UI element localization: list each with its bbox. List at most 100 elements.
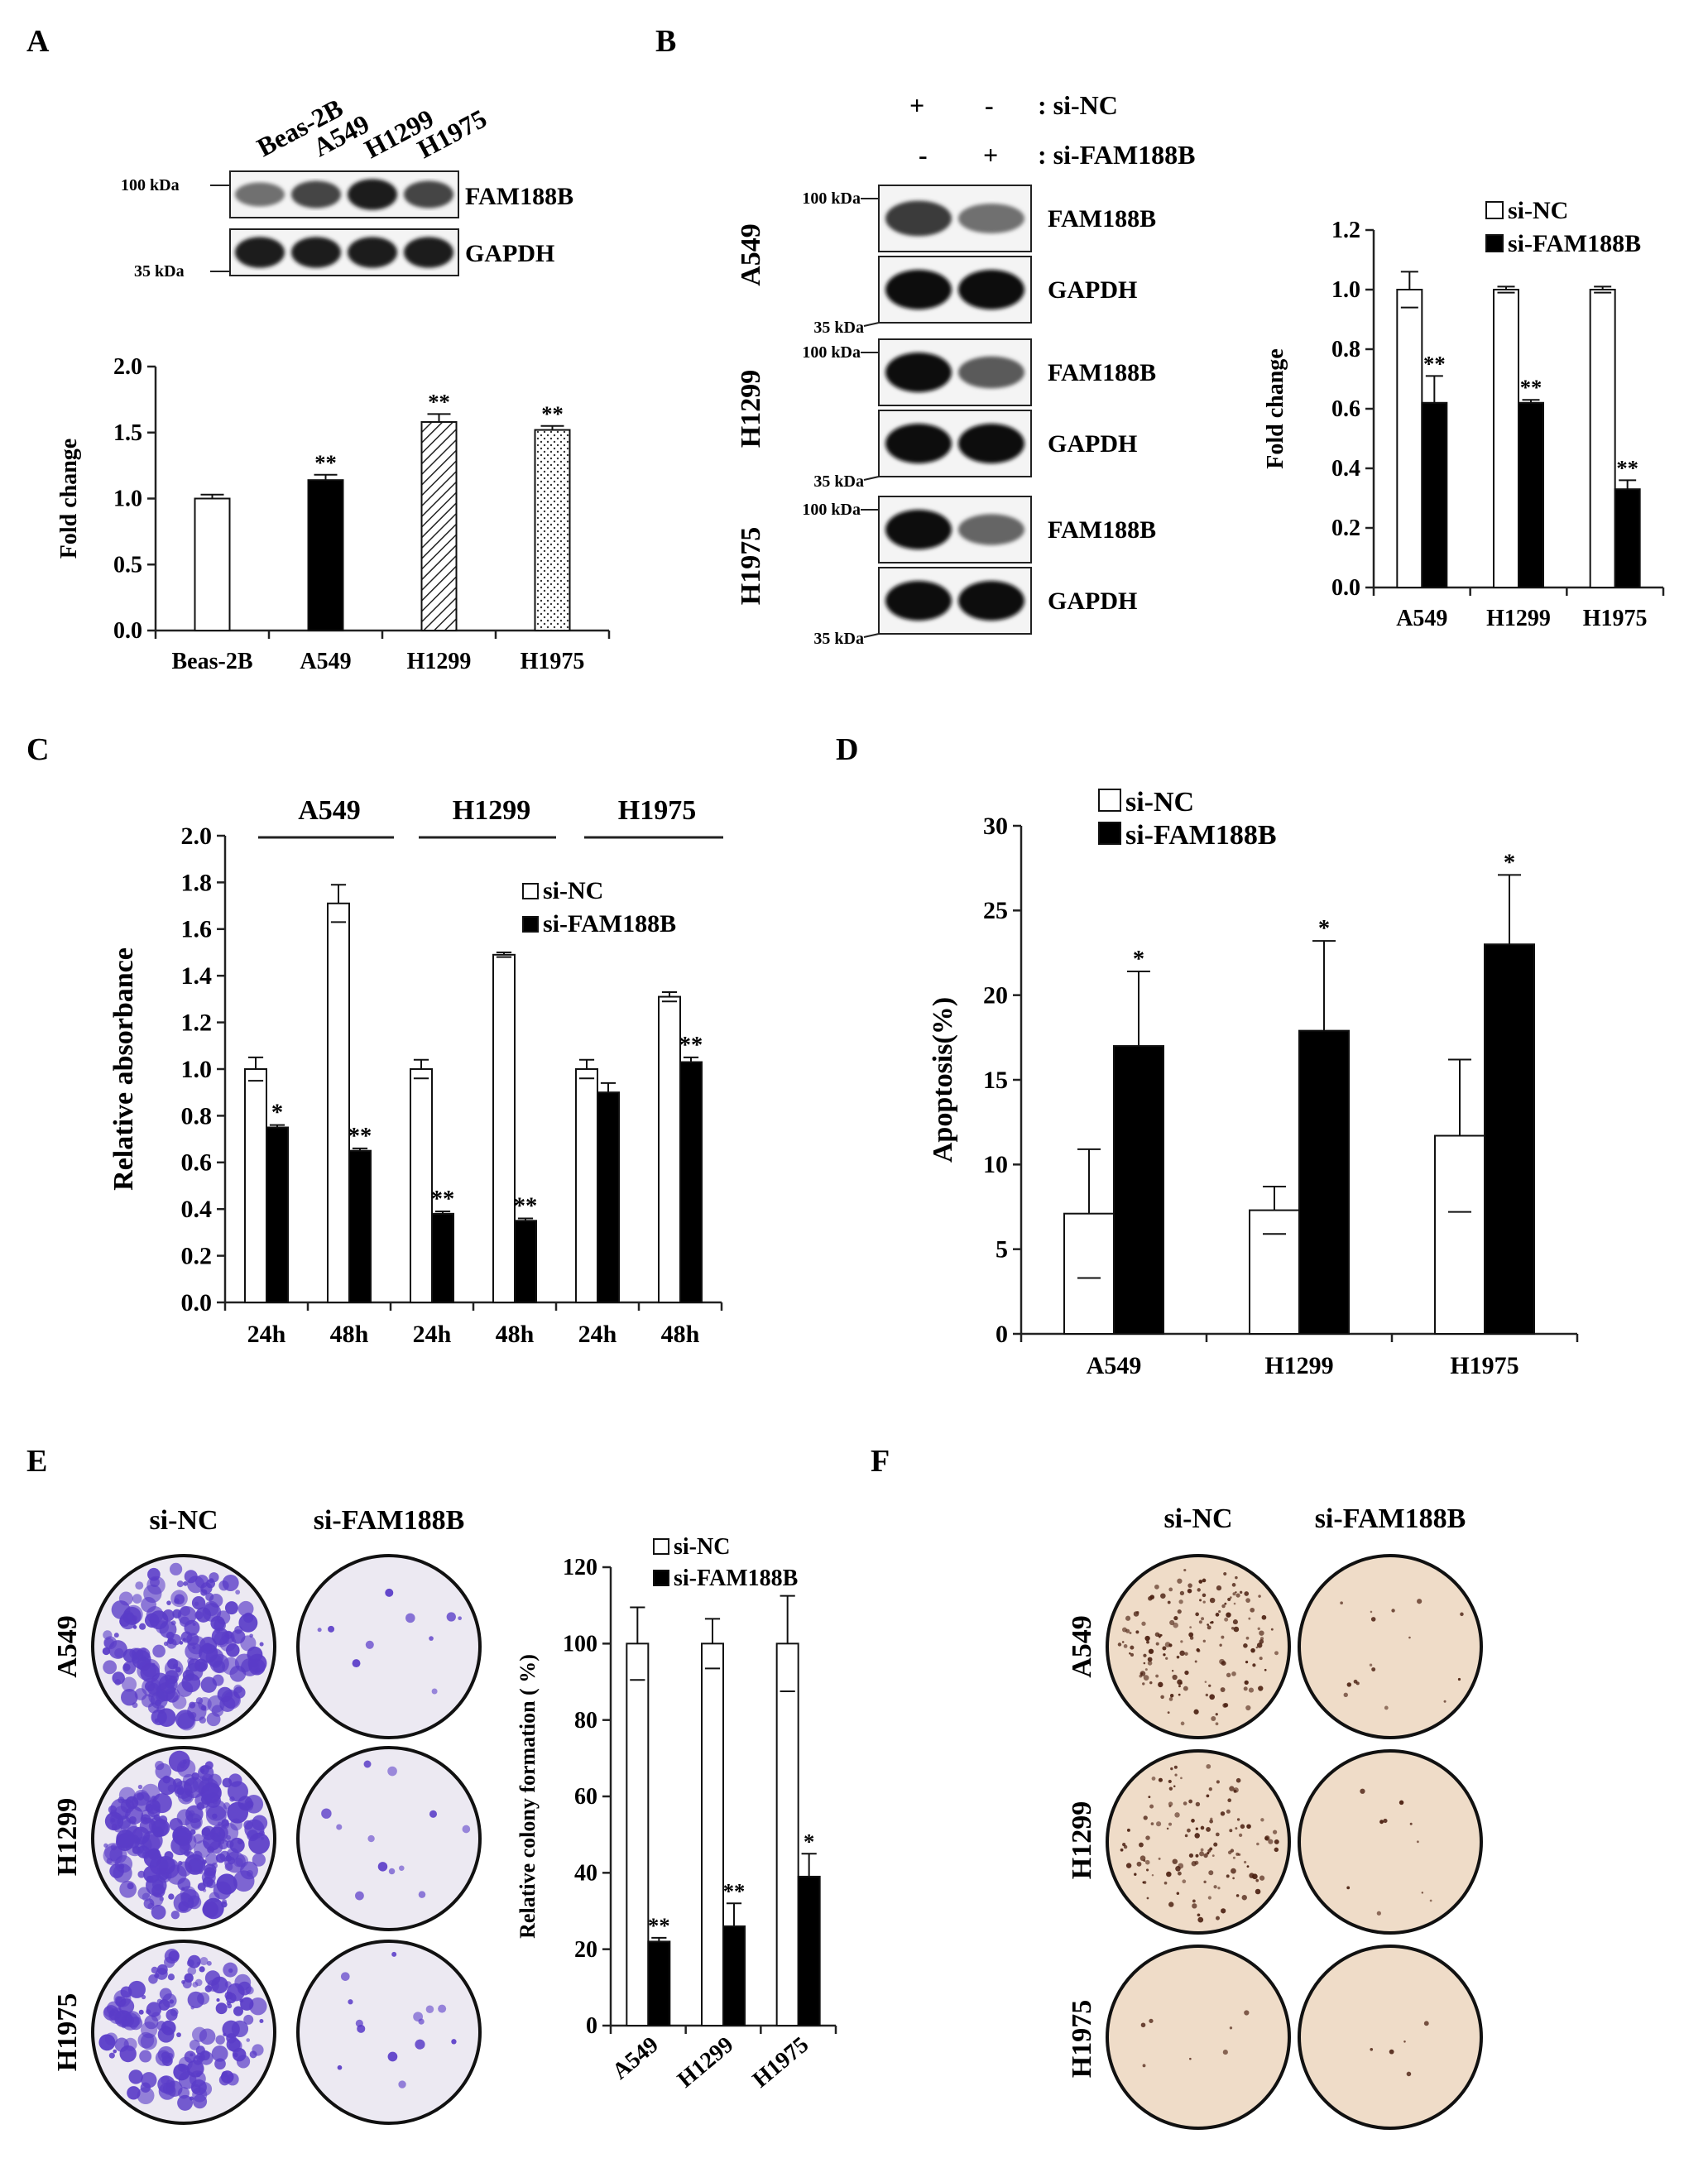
colony xyxy=(1197,1916,1204,1923)
colony xyxy=(226,1848,239,1861)
colony xyxy=(321,1808,332,1819)
colony xyxy=(1252,1663,1256,1667)
colony xyxy=(1179,1650,1185,1657)
colony xyxy=(1188,1799,1193,1804)
colony xyxy=(1139,1671,1146,1676)
bar xyxy=(701,1642,724,2027)
colony xyxy=(1150,1822,1154,1825)
significance-label: ** xyxy=(648,1913,670,1938)
colony xyxy=(156,1998,163,2005)
colony xyxy=(1244,2010,1250,2016)
colony xyxy=(1259,1657,1263,1661)
x-tick-label: 48h xyxy=(661,1321,700,1348)
colony xyxy=(108,2052,115,2059)
colony xyxy=(1202,1593,1207,1598)
colony xyxy=(1239,1590,1243,1595)
colony xyxy=(1221,1604,1226,1609)
bar xyxy=(647,1940,671,2027)
colony xyxy=(1227,1798,1232,1803)
colony xyxy=(166,1638,177,1649)
colony xyxy=(156,2021,166,2031)
y-tick-label: 80 xyxy=(574,1708,597,1734)
marker-label: 100 kDa xyxy=(802,189,861,208)
bar xyxy=(1249,1209,1300,1336)
colony xyxy=(244,1795,264,1814)
colony xyxy=(1264,1835,1270,1841)
significance-label: ** xyxy=(1423,351,1446,376)
y-axis-label: Relative colony formation ( %) xyxy=(516,1654,540,1939)
colony xyxy=(1219,1643,1222,1647)
colony xyxy=(1163,1653,1166,1657)
legend-swatch xyxy=(1485,234,1504,252)
colony xyxy=(179,1616,190,1627)
group-label: H1299 xyxy=(453,795,530,826)
significance-label: * xyxy=(1504,850,1515,875)
colony xyxy=(1180,1640,1183,1643)
culture-dish xyxy=(1106,1945,1291,2130)
colony xyxy=(146,2009,151,2015)
colony xyxy=(1409,1822,1413,1825)
colony xyxy=(1172,1858,1178,1864)
colony xyxy=(1233,1789,1237,1793)
colony xyxy=(127,2086,141,2100)
colony xyxy=(128,2069,143,2084)
colony xyxy=(137,1784,143,1790)
colony xyxy=(192,2094,208,2109)
colony xyxy=(1235,1593,1240,1598)
x-tick-label: H1975 xyxy=(748,2032,814,2093)
colony xyxy=(233,2006,244,2017)
colony xyxy=(1168,1697,1173,1701)
colony xyxy=(388,1868,396,1875)
colony xyxy=(1171,1670,1174,1672)
colony xyxy=(1232,1856,1235,1859)
dish-column-label: si-NC xyxy=(1163,1503,1232,1534)
colony xyxy=(229,1796,235,1802)
colony xyxy=(1165,1657,1168,1660)
bar xyxy=(658,995,681,1303)
chart-d: 0 5 10 15 20 25 30 Apoptosis(%) * A549 * H1299 * H197… xyxy=(928,787,1579,1379)
colony xyxy=(206,1712,221,1727)
colony xyxy=(144,1613,160,1628)
colony xyxy=(1222,2050,1228,2055)
colony xyxy=(1139,1855,1146,1862)
bar xyxy=(1518,401,1544,588)
x-tick-label: H1975 xyxy=(521,649,585,674)
colony xyxy=(259,1830,265,1837)
colony xyxy=(102,1647,111,1656)
y-tick-label: 0.0 xyxy=(181,1289,213,1316)
y-tick-label: 0.4 xyxy=(181,1196,213,1223)
colony xyxy=(1243,1643,1248,1648)
y-axis-label: Relative absorbance xyxy=(108,947,139,1191)
marker-label: 35 kDa xyxy=(134,262,185,281)
colony xyxy=(152,1644,166,1658)
colony xyxy=(1229,2026,1233,2030)
colony xyxy=(1167,1711,1170,1714)
blot-band xyxy=(958,203,1024,234)
colony xyxy=(385,1588,394,1597)
colony xyxy=(113,2049,118,2054)
colony xyxy=(1121,1627,1127,1633)
colony xyxy=(1252,1873,1258,1880)
colony xyxy=(1120,1848,1124,1852)
colony xyxy=(1246,1824,1251,1830)
legend-label: si-FAM188B xyxy=(1508,230,1641,257)
colony xyxy=(1195,1853,1199,1858)
y-tick-label: 0.6 xyxy=(1331,396,1360,422)
colony xyxy=(181,1673,201,1693)
dish-row-label: H1975 xyxy=(1067,2000,1097,2078)
colony xyxy=(186,1633,199,1646)
colony xyxy=(191,1595,206,1610)
colony xyxy=(1156,1821,1162,1827)
y-tick-label: 0.2 xyxy=(181,1243,213,1270)
colony xyxy=(1206,1794,1210,1798)
colony xyxy=(219,1634,237,1652)
colony xyxy=(1144,1668,1148,1671)
colony xyxy=(174,1784,185,1795)
colony xyxy=(340,1972,350,1981)
colony xyxy=(211,2045,228,2062)
group-label: H1975 xyxy=(618,795,696,826)
colony xyxy=(363,1760,372,1768)
colony xyxy=(215,1628,221,1633)
colony xyxy=(1195,1612,1199,1617)
colony xyxy=(1193,1709,1199,1714)
